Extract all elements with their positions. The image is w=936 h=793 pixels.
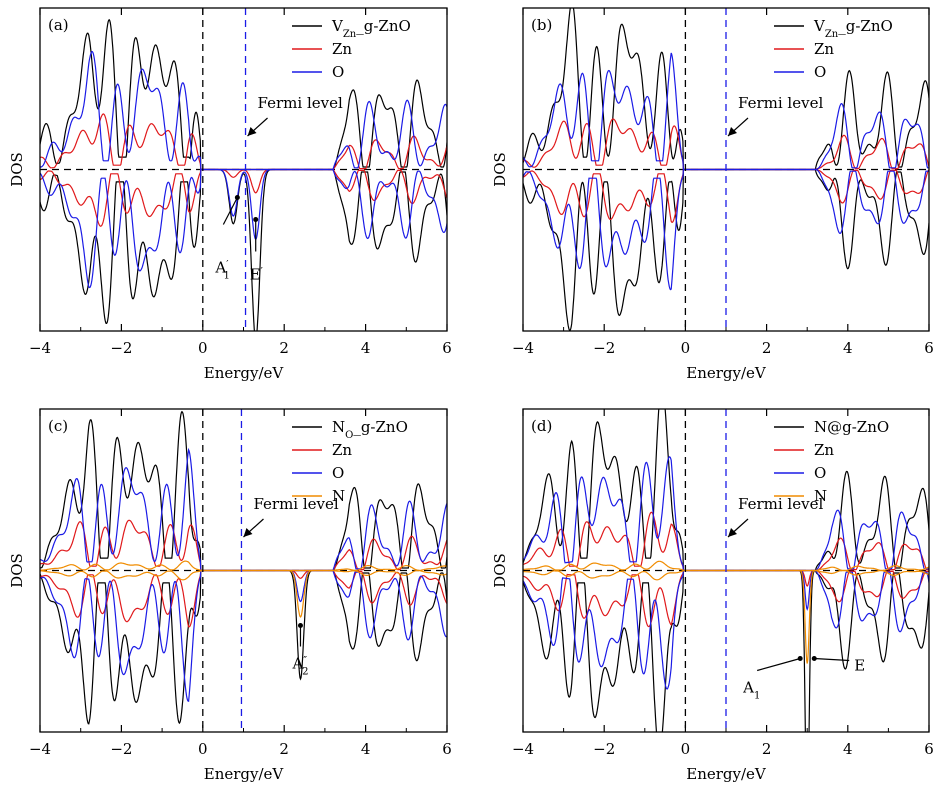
x-axis-label: Energy/eV xyxy=(204,364,285,382)
x-tick-label: 6 xyxy=(924,339,934,357)
x-tick-label: −4 xyxy=(512,740,534,758)
state-arrow xyxy=(222,197,238,225)
x-tick-label: 6 xyxy=(442,740,452,758)
fermi-level-label: Fermi level xyxy=(258,94,343,112)
x-tick-label: 0 xyxy=(681,339,691,357)
y-axis-label: DOS xyxy=(491,553,509,588)
series-line-4-down xyxy=(40,569,447,618)
x-tick-label: 2 xyxy=(279,339,289,357)
panel-label: (c) xyxy=(48,417,68,435)
x-tick-label: 0 xyxy=(681,740,691,758)
legend-entry: N xyxy=(332,487,345,505)
state-arrow xyxy=(757,657,801,672)
legend-entry: VZn_g-ZnO xyxy=(331,17,411,40)
series-line-2-down xyxy=(40,569,447,628)
x-tick-label: 4 xyxy=(361,740,371,758)
x-tick-label: −2 xyxy=(110,339,132,357)
state-arrowhead xyxy=(797,656,803,661)
state-label: A″ 2 xyxy=(291,655,308,678)
fermi-level-label: Fermi level xyxy=(738,94,823,112)
legend-entry: Zn xyxy=(332,441,352,459)
fermi-level-arrowhead xyxy=(247,127,257,136)
series-line-3-down xyxy=(40,168,447,289)
state-arrowhead xyxy=(297,623,303,628)
legend-entry: N@g-ZnO xyxy=(814,418,889,436)
legend-entry: VZn_g-ZnO xyxy=(813,17,893,40)
series-line-2-up xyxy=(40,519,447,572)
panel-label: (a) xyxy=(48,16,69,34)
legend-entry: O xyxy=(814,464,826,482)
fermi-level-arrowhead xyxy=(728,127,737,136)
x-tick-label: 0 xyxy=(198,339,208,357)
legend-entry: O xyxy=(332,63,344,81)
x-tick-label: 4 xyxy=(361,339,371,357)
fermi-level-label: Fermi level xyxy=(738,495,823,513)
panel-d: −4 −2 0 2 4 6 Energy/eV DOS (d) N@g-ZnO Zn ONFermi … xyxy=(491,408,934,783)
series-line-3-up xyxy=(40,447,447,572)
legend-entry: O xyxy=(332,464,344,482)
x-tick-label: 4 xyxy=(843,339,853,357)
panel-label: (d) xyxy=(531,417,552,435)
x-axis-label: Energy/eV xyxy=(686,765,767,783)
plot-area xyxy=(40,410,447,725)
x-axis-label: Energy/eV xyxy=(204,765,285,783)
x-tick-label: −4 xyxy=(29,339,51,357)
state-label: A1 xyxy=(742,679,760,702)
x-tick-label: −2 xyxy=(110,740,132,758)
legend-entry: Zn xyxy=(332,40,352,58)
series-line-3-up xyxy=(40,50,447,171)
legend-entry: O xyxy=(814,63,826,81)
legend-entry: NO_g-ZnO xyxy=(332,418,408,441)
fermi-level-label: Fermi level xyxy=(253,495,338,513)
fermi-level-arrowhead xyxy=(728,528,737,537)
x-tick-label: 2 xyxy=(762,339,772,357)
x-tick-label: 2 xyxy=(762,740,772,758)
state-arrow xyxy=(814,657,850,662)
x-tick-label: −4 xyxy=(29,740,51,758)
legend-entry: N xyxy=(814,487,827,505)
series-line-1-down xyxy=(40,168,447,331)
state-arrowhead xyxy=(253,217,259,222)
y-axis-label: DOS xyxy=(8,152,26,187)
y-axis-label: DOS xyxy=(491,152,509,187)
state-label: A′ 1 xyxy=(214,259,230,282)
series-line-4-up xyxy=(40,560,447,572)
x-tick-label: −2 xyxy=(593,740,615,758)
plot-area xyxy=(40,18,447,331)
series-line-1-up xyxy=(40,18,447,171)
x-tick-label: −2 xyxy=(593,339,615,357)
panel-label: (b) xyxy=(531,16,552,34)
state-label: E′ xyxy=(250,266,264,284)
x-axis-label: Energy/eV xyxy=(686,364,767,382)
legend-entry: Zn xyxy=(814,40,834,58)
x-tick-label: 2 xyxy=(279,740,289,758)
x-tick-label: 0 xyxy=(198,740,208,758)
x-tick-label: 6 xyxy=(924,740,934,758)
state-arrowhead xyxy=(234,195,240,200)
x-tick-label: −4 xyxy=(512,339,534,357)
legend-entry: Zn xyxy=(814,441,834,459)
fermi-level-arrowhead xyxy=(243,528,253,537)
x-tick-label: 4 xyxy=(843,740,853,758)
state-label: E xyxy=(854,657,865,675)
series-line-3-down xyxy=(40,569,447,703)
state-arrowhead xyxy=(811,656,817,661)
y-axis-label: DOS xyxy=(8,553,26,588)
x-tick-label: 6 xyxy=(442,339,452,357)
